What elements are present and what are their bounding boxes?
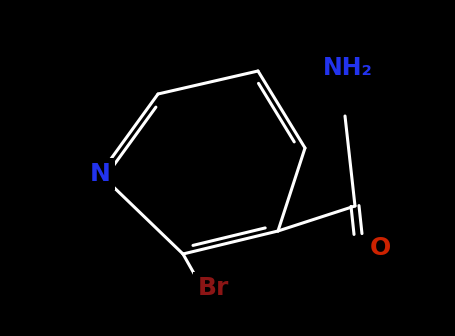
Text: O: O bbox=[369, 236, 391, 260]
Text: Br: Br bbox=[197, 276, 229, 300]
Text: NH₂: NH₂ bbox=[323, 56, 373, 80]
Text: N: N bbox=[90, 162, 111, 186]
